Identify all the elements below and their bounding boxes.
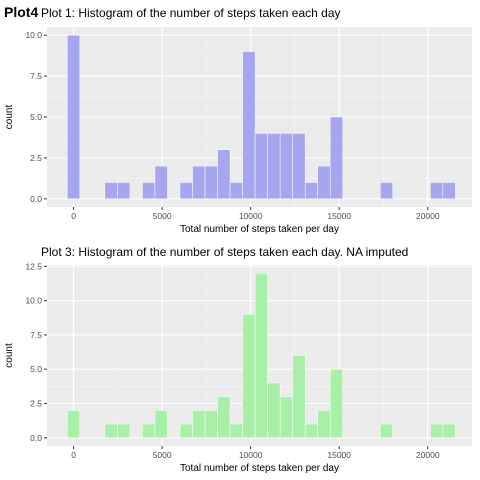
histogram-bar [204,165,218,200]
y-tick-label: 2.5 [30,153,42,163]
histogram-bar [279,396,293,439]
histogram-bar [192,410,206,439]
x-tick-label: 5000 [153,450,172,460]
x-tick-label: 20000 [416,211,440,221]
chart-title: Plot 1: Histogram of the number of steps… [41,6,341,20]
x-tick-label: 15000 [327,450,351,460]
y-axis-label: count [4,105,15,130]
histogram-bar [104,182,118,200]
histogram-bar [329,116,343,200]
histogram-bar [254,133,268,200]
x-tick-label: 5000 [153,211,172,221]
x-tick-label: 0 [71,211,76,221]
x-tick-label: 10000 [239,211,263,221]
x-axis-label: Total number of steps taken per day [180,224,339,235]
histogram-bar [267,133,281,200]
histogram-bar [217,396,231,439]
histogram-bar [254,272,268,439]
histogram-bar [304,182,318,200]
chart-2: 0 5000 10000 15000 20000 0.0 2.5 5.0 7.5 10.0 12.5… [4,245,473,474]
histogram-bar [380,182,394,200]
histogram-bar [229,182,243,200]
x-tick-label: 20000 [416,450,440,460]
histogram-bar [442,423,456,439]
histogram-bar [292,133,306,200]
histogram-bar [292,355,306,439]
y-tick-label: 12.5 [25,261,42,271]
y-tick-label: 2.5 [30,398,42,408]
x-tick-label: 0 [71,450,76,460]
histogram-bar [329,368,343,439]
x-tick-label: 15000 [327,211,351,221]
histogram-bar [304,423,318,439]
chart-1: 0 5000 10000 15000 20000 0.0 2.5 5.0 7.5 10.0 Plot… [4,6,473,235]
histogram-bar [317,410,331,439]
histogram-bar [442,182,456,200]
plot-tag: Plot4 [4,4,39,20]
histogram-bar [154,165,168,200]
y-tick-label: 10.0 [25,30,42,40]
histogram-bar [117,423,131,439]
y-tick-label: 0.0 [30,433,42,443]
x-tick-label: 10000 [239,450,263,460]
histogram-bar [67,410,81,439]
histogram-bar [67,34,81,200]
x-axis-label: Total number of steps taken per day [180,463,339,474]
histogram-bar [192,165,206,200]
histogram-bar [242,51,256,200]
histogram-bar [267,382,281,439]
chart-title: Plot 3: Histogram of the number of steps… [41,245,408,259]
histogram-bar [279,133,293,200]
histogram-bar [317,165,331,200]
histogram-bar [142,182,156,200]
histogram-bar [430,182,444,200]
y-tick-label: 5.0 [30,364,42,374]
histogram-bar [430,423,444,439]
histogram-bar [229,423,243,439]
y-tick-label: 10.0 [25,296,42,306]
histogram-bar [117,182,131,200]
histogram-bar [104,423,118,439]
histogram-bar [380,423,394,439]
histogram-bar [142,423,156,439]
y-tick-label: 0.0 [30,194,42,204]
histogram-bar [154,410,168,439]
histogram-bar [179,423,193,439]
y-tick-label: 7.5 [30,71,42,81]
histogram-bar [217,149,231,200]
y-tick-label: 5.0 [30,112,42,122]
y-tick-label: 7.5 [30,330,42,340]
histogram-bar [204,410,218,439]
y-axis-label: count [4,343,15,368]
histogram-bar [179,182,193,200]
histogram-bar [242,314,256,439]
